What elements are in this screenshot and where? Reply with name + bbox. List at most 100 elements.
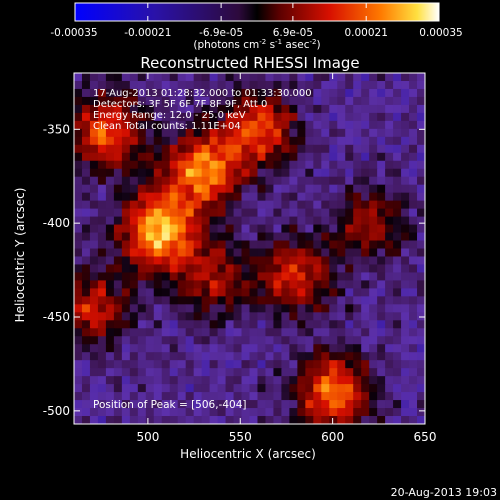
heatmap-cell (81, 256, 91, 266)
heatmap-cell (169, 384, 179, 393)
heatmap-cell (225, 312, 235, 321)
heatmap-cell (209, 408, 219, 417)
heatmap-cell (74, 176, 83, 186)
heatmap-cell (97, 312, 107, 321)
heatmap-cell (385, 376, 394, 385)
heatmap-cell (369, 296, 378, 305)
heatmap-cell (265, 120, 275, 130)
heatmap-cell (74, 336, 83, 345)
heatmap-cell (289, 80, 298, 90)
heatmap-cell (217, 232, 227, 242)
heatmap-cell (361, 280, 370, 289)
heatmap-cell (257, 312, 267, 321)
heatmap-cell (113, 328, 123, 337)
heatmap-cell (233, 104, 243, 114)
heatmap-cell (193, 344, 203, 353)
heatmap-cell (233, 296, 243, 305)
heatmap-cell (393, 144, 402, 154)
heatmap-cell (145, 368, 155, 377)
heatmap-cell (225, 136, 235, 146)
heatmap-cell (145, 136, 155, 146)
heatmap-cell (329, 184, 338, 194)
heatmap-cell (353, 416, 362, 424)
heatmap-cell (241, 224, 251, 234)
heatmap-cell (153, 144, 163, 154)
heatmap-cell (193, 272, 203, 282)
heatmap-cell (113, 392, 123, 401)
heatmap-cell (305, 416, 314, 424)
heatmap-cell (185, 416, 195, 424)
heatmap-cell (74, 192, 83, 202)
heatmap-cell (313, 360, 322, 369)
heatmap-cell (353, 304, 362, 313)
heatmap-cell (321, 73, 330, 82)
heatmap-cell (81, 384, 91, 393)
heatmap-cell (225, 128, 235, 138)
heatmap-cell (113, 216, 123, 226)
heatmap-cell (281, 152, 290, 162)
heatmap-cell (249, 304, 259, 313)
heatmap-cell (153, 232, 163, 242)
heatmap-cell (265, 200, 275, 210)
heatmap-cell (161, 376, 171, 385)
heatmap-cell (153, 304, 163, 313)
heatmap-cell (249, 368, 259, 377)
heatmap-cell (241, 200, 251, 210)
heatmap-cell (137, 240, 147, 250)
heatmap-cell (193, 256, 203, 266)
heatmap-cell (393, 312, 402, 321)
heatmap-cell (273, 272, 283, 282)
heatmap-cell (105, 240, 115, 250)
heatmap-cell (417, 328, 425, 337)
heatmap-cell (249, 160, 259, 170)
heatmap-cell (417, 224, 425, 234)
heatmap-cell (257, 328, 267, 337)
heatmap-cell (305, 200, 314, 210)
heatmap-cell (249, 312, 259, 321)
heatmap-cell (281, 160, 290, 170)
annotation-block: 17-Aug-2013 01:28:32.000 to 01:33:30.000… (93, 88, 312, 132)
heatmap-cell (97, 408, 107, 417)
heatmap-cell (145, 416, 155, 424)
heatmap-cell (417, 376, 425, 385)
heatmap-cell (81, 344, 91, 353)
heatmap-cell (321, 88, 330, 98)
heatmap-cell (241, 320, 251, 329)
heatmap-cell (329, 144, 338, 154)
heatmap-cell (417, 336, 425, 345)
heatmap-cell (265, 216, 275, 226)
heatmap-cell (369, 240, 378, 250)
heatmap-cell (201, 256, 211, 266)
heatmap-cell (345, 352, 354, 361)
heatmap-cell (417, 184, 425, 194)
heatmap-cell (273, 128, 283, 138)
heatmap-cell (177, 88, 187, 98)
heatmap-cell (353, 296, 362, 305)
heatmap-cell (369, 192, 378, 202)
heatmap-cell (225, 248, 235, 258)
heatmap-cell (257, 120, 267, 130)
heatmap-cell (345, 128, 354, 138)
y-axis-ticks: -350-400-450-500 (43, 122, 425, 418)
heatmap-cell (161, 88, 171, 98)
heatmap-cell (97, 73, 107, 82)
heatmap-cell (177, 248, 187, 258)
heatmap-cell (185, 368, 195, 377)
heatmap-cell (305, 104, 314, 114)
heatmap-cell (97, 136, 107, 146)
heatmap-cell (89, 272, 99, 282)
heatmap-cell (297, 80, 306, 90)
heatmap-cell (281, 264, 290, 274)
heatmap-cell (361, 104, 370, 114)
heatmap-cell (249, 336, 259, 345)
heatmap-cell (145, 360, 155, 369)
x-axis-label: Heliocentric X (arcsec) (180, 447, 316, 461)
heatmap-cell (74, 352, 83, 361)
heatmap-cell (273, 392, 283, 401)
heatmap-cell (105, 416, 115, 424)
heatmap-cell (297, 280, 306, 289)
heatmap-cell (193, 232, 203, 242)
heatmap-cell (297, 200, 306, 210)
heatmap-cell (289, 136, 298, 146)
heatmap-cell (233, 73, 243, 82)
